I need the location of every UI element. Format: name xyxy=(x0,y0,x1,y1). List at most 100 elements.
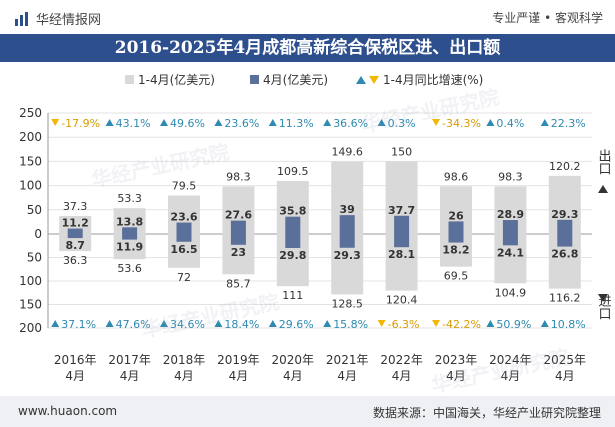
data-label-export-cumulative: 79.5 xyxy=(172,180,197,193)
import-down-arrow-icon xyxy=(598,294,608,302)
data-label-export-cumulative: 150 xyxy=(391,145,412,158)
data-label-export-monthly: 29.3 xyxy=(551,208,578,221)
data-label-export-cumulative: 149.6 xyxy=(331,146,363,159)
x-tick-label-year: 2022年 xyxy=(380,353,423,367)
data-label-export-monthly: 37.7 xyxy=(388,204,415,217)
data-label-import-monthly: 29.3 xyxy=(334,249,361,262)
export-growth-label: 0.3% xyxy=(388,117,416,130)
export-growth-label: -17.9% xyxy=(61,117,100,130)
bar-export-monthly xyxy=(339,215,355,234)
import-growth-up-triangle-icon xyxy=(51,320,60,327)
data-label-export-cumulative: 98.3 xyxy=(498,170,523,183)
bar-export-cumulative xyxy=(59,215,92,234)
bar-import-monthly xyxy=(230,234,246,245)
y-tick-label: 100 xyxy=(19,274,42,288)
data-label-import-cumulative: 104.9 xyxy=(495,286,527,299)
y-tick-label: 250 xyxy=(19,106,42,120)
export-growth-up-triangle-icon xyxy=(105,119,114,126)
bar-import-monthly xyxy=(448,234,464,243)
data-label-export-cumulative: 98.3 xyxy=(226,170,251,183)
import-growth-label: -6.3% xyxy=(388,318,420,331)
chart-title: 2016-2025年4月成都高新综合保税区进、出口额 xyxy=(0,34,615,62)
x-tick-label-year: 2021年 xyxy=(326,353,369,367)
x-tick-label-month: 4月 xyxy=(65,369,85,383)
data-label-import-cumulative: 36.3 xyxy=(63,254,88,267)
data-label-export-monthly: 26 xyxy=(448,209,464,222)
import-growth-up-triangle-icon xyxy=(268,320,277,327)
export-growth-label: 43.1% xyxy=(116,117,151,130)
export-growth-label: 36.6% xyxy=(333,117,368,130)
bar-import-monthly xyxy=(557,234,573,247)
y-tick-label: 150 xyxy=(19,298,42,312)
export-growth-label: 49.6% xyxy=(170,117,205,130)
bar-import-monthly xyxy=(67,234,83,239)
data-label-import-monthly: 28.1 xyxy=(388,248,415,261)
data-label-export-monthly: 39 xyxy=(340,203,355,216)
import-growth-label: 50.9% xyxy=(496,318,531,331)
data-label-import-monthly: 23 xyxy=(231,246,246,259)
data-label-import-cumulative: 120.4 xyxy=(386,294,418,307)
data-label-import-monthly: 18.2 xyxy=(442,244,469,257)
export-growth-up-triangle-icon xyxy=(160,119,168,126)
x-tick-label-year: 2016年 xyxy=(54,353,97,367)
y-tick-label: 50 xyxy=(27,203,42,217)
data-label-import-monthly: 11.9 xyxy=(116,241,143,254)
data-label-import-cumulative: 69.5 xyxy=(444,270,469,283)
import-growth-down-triangle-icon xyxy=(377,320,386,327)
footer-source: 数据来源：中国海关，华经产业研究院整理 xyxy=(372,406,601,420)
bar-export-monthly xyxy=(230,220,246,234)
side-label-import: 进口 xyxy=(596,294,612,320)
legend-label-monthly: 4月(亿美元) xyxy=(263,72,328,87)
bar-export-monthly xyxy=(67,228,83,234)
footer-site: www.huaon.com xyxy=(18,404,118,418)
export-growth-label: 23.6% xyxy=(224,117,259,130)
legend-label-growth: 1-4月同比增速(%) xyxy=(383,73,483,87)
x-tick-label-year: 2017年 xyxy=(108,353,151,367)
y-tick-label: 100 xyxy=(19,179,42,193)
import-growth-label: 15.8% xyxy=(333,318,368,331)
y-tick-label: 200 xyxy=(19,130,42,144)
bar-import-monthly xyxy=(285,234,301,249)
data-label-import-monthly: 26.8 xyxy=(551,248,578,261)
data-label-import-monthly: 24.1 xyxy=(497,246,524,259)
export-growth-up-triangle-icon xyxy=(377,119,386,126)
y-tick-label: 0 xyxy=(34,227,42,241)
x-tick-label-month: 4月 xyxy=(501,369,521,383)
import-growth-up-triangle-icon xyxy=(160,320,168,327)
legend-down-triangle-icon xyxy=(369,76,379,84)
footer: www.huaon.com 数据来源：中国海关，华经产业研究院整理 xyxy=(0,396,615,427)
import-growth-label: 10.8% xyxy=(551,318,586,331)
bar-export-monthly xyxy=(448,221,464,234)
x-tick-label-month: 4月 xyxy=(174,369,194,383)
data-label-import-cumulative: 53.6 xyxy=(117,262,142,275)
bar-import-monthly xyxy=(122,234,138,240)
x-tick-label-month: 4月 xyxy=(120,369,140,383)
export-growth-label: 11.3% xyxy=(279,117,314,130)
top-bar: 华经情报网 专业严谨 • 客观科学 xyxy=(0,0,615,34)
export-growth-down-triangle-icon xyxy=(51,119,60,126)
x-tick-label-month: 4月 xyxy=(283,369,303,383)
x-tick-label-year: 2025年 xyxy=(544,353,587,367)
data-label-import-cumulative: 72 xyxy=(177,271,191,284)
y-tick-label: 150 xyxy=(19,154,42,168)
legend-swatch-monthly xyxy=(250,75,259,84)
x-tick-label-year: 2019年 xyxy=(217,353,260,367)
data-label-export-cumulative: 37.3 xyxy=(63,200,88,213)
x-tick-label-year: 2018年 xyxy=(163,353,206,367)
x-tick-label-year: 2020年 xyxy=(272,353,315,367)
import-growth-label: -42.2% xyxy=(442,318,481,331)
data-label-import-cumulative: 111 xyxy=(282,289,303,302)
tagline: 专业严谨 • 客观科学 xyxy=(492,11,603,25)
import-growth-up-triangle-icon xyxy=(105,320,114,327)
bar-import-cumulative xyxy=(59,234,92,252)
data-label-export-monthly: 13.8 xyxy=(116,215,143,228)
bar-import-monthly xyxy=(394,234,410,248)
bar-chart-logo-icon xyxy=(15,11,28,26)
data-label-import-cumulative: 85.7 xyxy=(226,277,251,290)
import-growth-up-triangle-icon xyxy=(214,320,223,327)
export-growth-down-triangle-icon xyxy=(432,119,440,126)
bar-import-monthly xyxy=(502,234,518,246)
import-growth-up-triangle-icon xyxy=(486,320,495,327)
data-label-export-cumulative: 120.2 xyxy=(549,160,581,173)
import-growth-up-triangle-icon xyxy=(540,320,549,327)
